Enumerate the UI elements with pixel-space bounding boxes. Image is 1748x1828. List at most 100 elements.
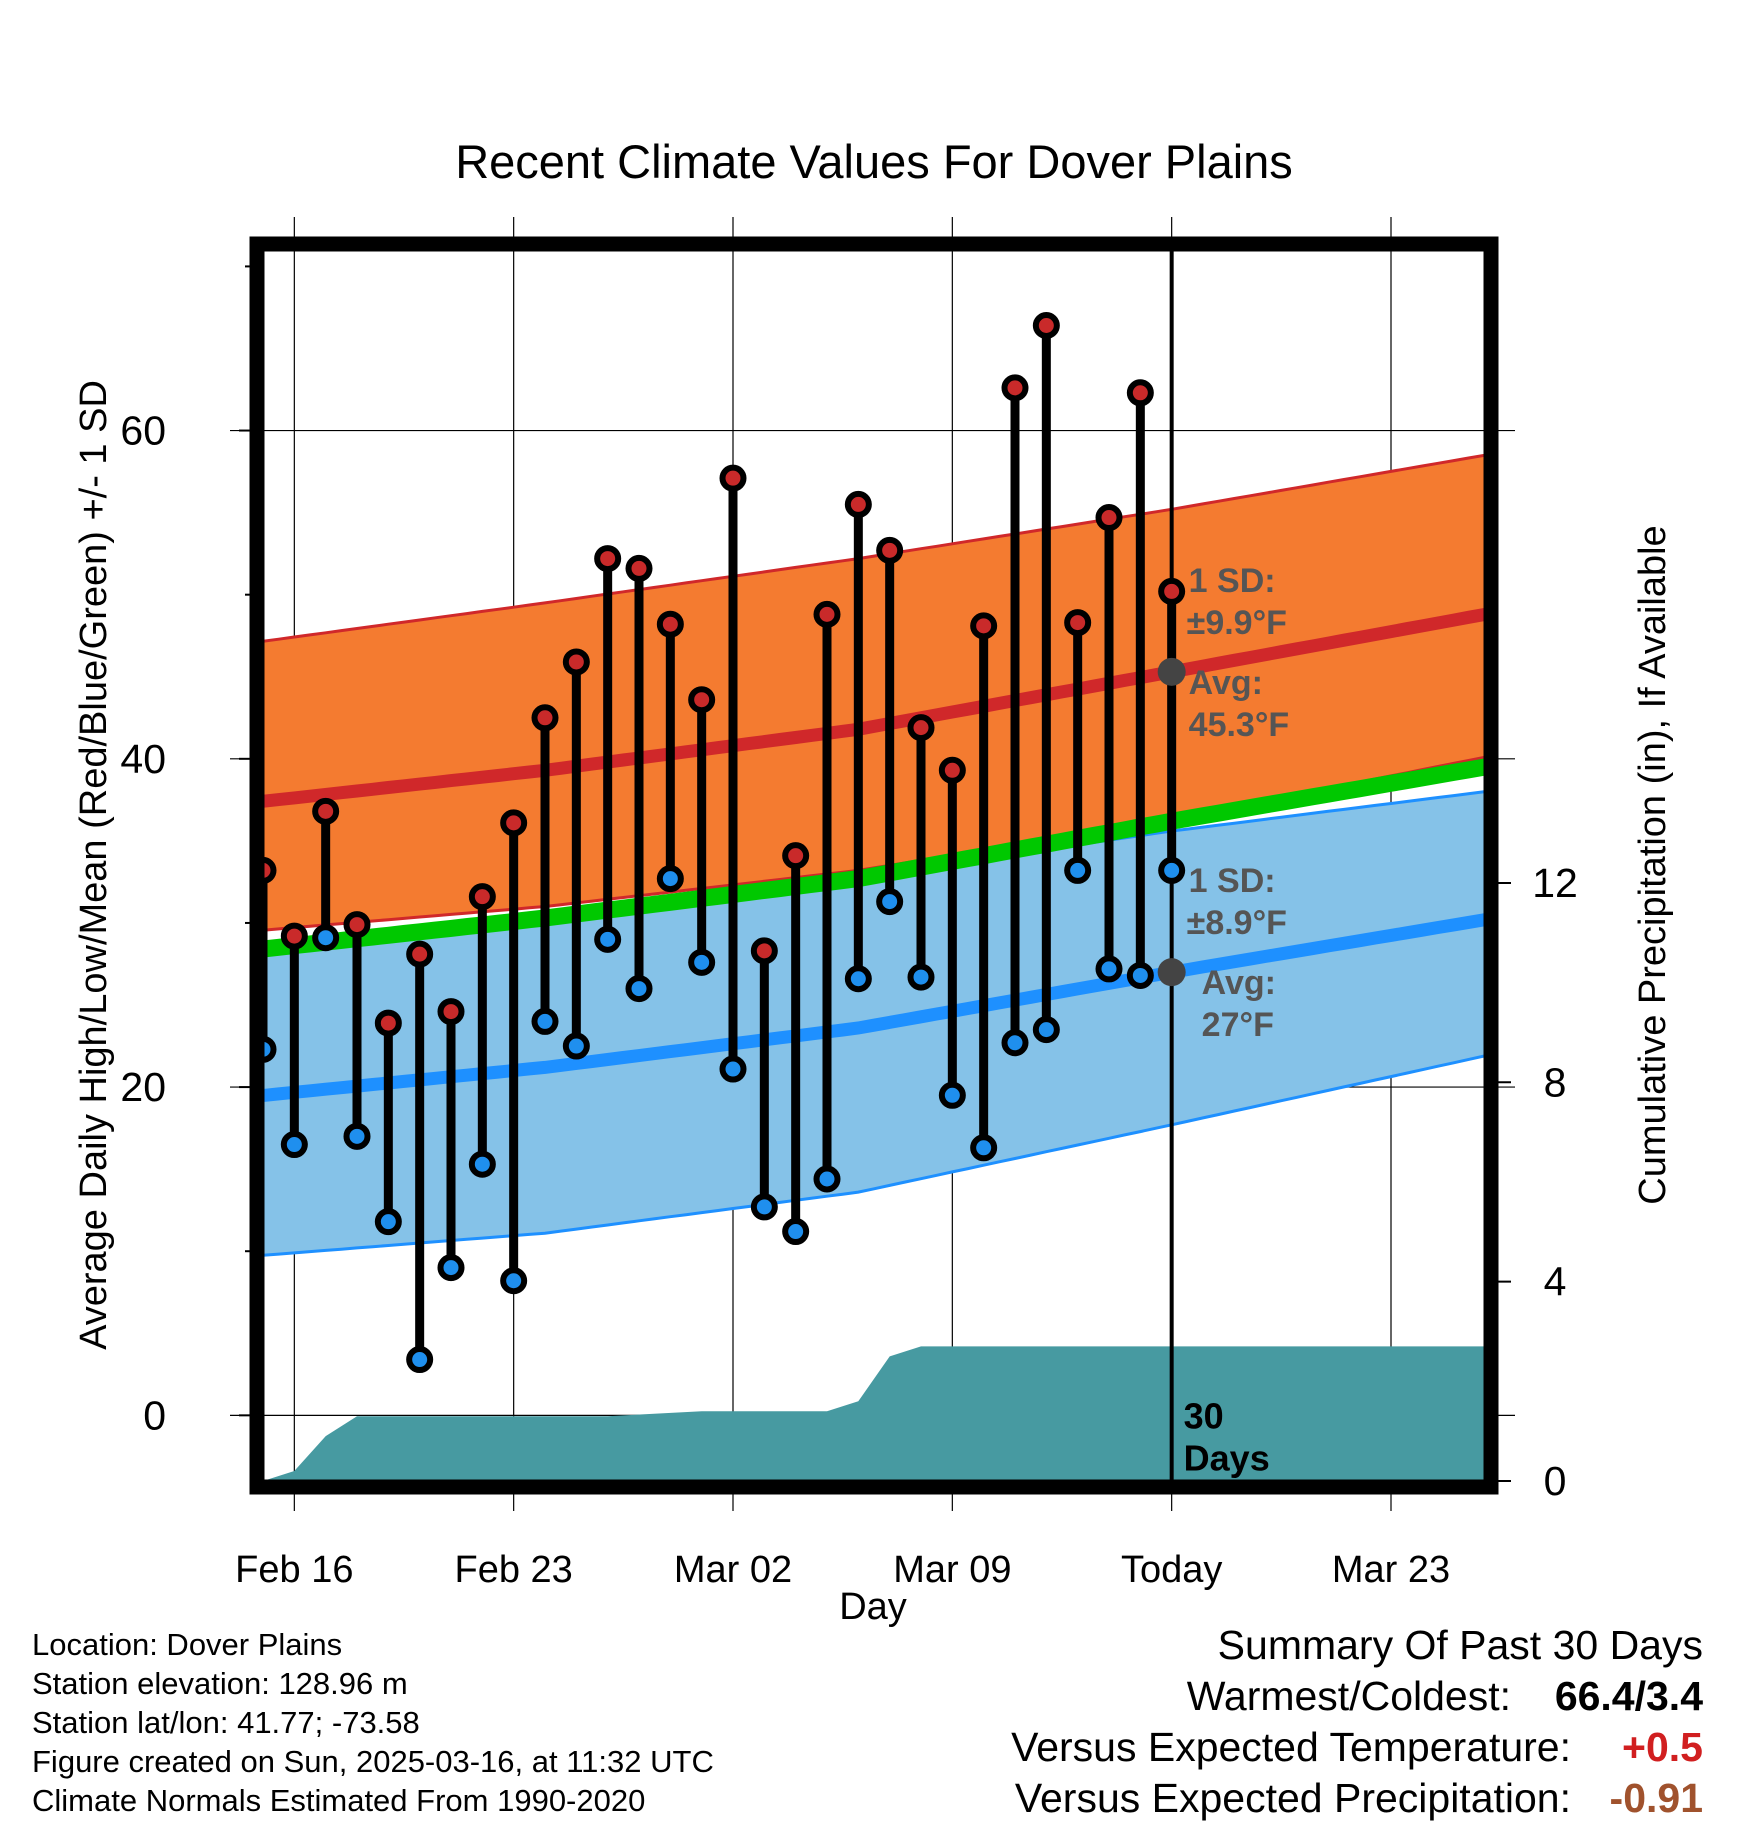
normal-annotations: 1 SD: ±9.9°F Avg: 45.3°F 1 SD: ±8.9°F Avg: 27°F <box>1157 562 1290 1044</box>
low-sd-value: ±8.9°F <box>1187 904 1287 942</box>
daily-low-point <box>750 1193 778 1221</box>
y-axis-label-right: Cumulative Precipitation (in), If Availa… <box>1632 525 1674 1204</box>
precip-vs-expected-row: Versus Expected Precipitation: -0.91 <box>1011 1773 1703 1824</box>
daily-high-point <box>1095 504 1123 532</box>
figure-created: Figure created on Sun, 2025-03-16, at 11… <box>32 1744 714 1779</box>
daily-low-point <box>280 1131 308 1159</box>
high-avg-value: 45.3°F <box>1189 706 1290 744</box>
daily-range-9 <box>500 809 528 1295</box>
low-avg-value: 27°F <box>1202 1006 1274 1044</box>
station-latlon: Station lat/lon: 41.77; -73.58 <box>32 1705 420 1740</box>
high-sd-value: ±9.9°F <box>1187 604 1287 642</box>
low-band-lower-edge <box>263 1054 1485 1257</box>
summary-title: Summary Of Past 30 Days <box>1217 1622 1703 1668</box>
normal-low-line <box>263 913 1485 1103</box>
daily-high-point <box>406 940 434 968</box>
daily-range-7 <box>437 998 465 1282</box>
today-days-label-1: 30 <box>1184 1395 1224 1436</box>
daily-range-23 <box>938 756 966 1109</box>
high-avg-dot <box>1157 657 1186 686</box>
x-tick-label: Feb 23 <box>455 1549 573 1591</box>
y-right-tick-label: 12 <box>1532 860 1578 906</box>
temp-vs-expected-row: Versus Expected Temperature: +0.5 <box>1011 1722 1703 1773</box>
x-tick-label: Mar 23 <box>1332 1549 1450 1591</box>
station-location: Location: Dover Plains <box>32 1627 343 1662</box>
daily-range-26 <box>1032 312 1060 1044</box>
daily-range-30 <box>1158 577 1186 884</box>
daily-range-16 <box>719 464 747 1083</box>
x-tick-label: Today <box>1121 1549 1222 1591</box>
daily-high-point <box>312 797 340 825</box>
daily-low-point <box>312 924 340 952</box>
y-axis-label-left: Average Daily High/Low/Mean (Red/Blue/Gr… <box>73 380 115 1350</box>
daily-range-3 <box>312 797 340 952</box>
daily-high-point <box>374 1009 402 1037</box>
x-tick-label: Mar 09 <box>893 1549 1011 1591</box>
y-right-tick-label: 8 <box>1544 1059 1567 1105</box>
daily-high-point <box>500 809 528 837</box>
precip-area <box>263 1346 1485 1481</box>
daily-high-point <box>1126 379 1154 407</box>
daily-high-point <box>782 842 810 870</box>
daily-low-point <box>907 963 935 991</box>
high-avg-label: Avg: <box>1189 664 1263 702</box>
daily-high-point <box>1064 609 1092 637</box>
daily-range-28 <box>1095 504 1123 983</box>
daily-low-point <box>468 1150 496 1178</box>
daily-range-5 <box>374 1009 402 1236</box>
low-sd-label: 1 SD: <box>1189 862 1276 900</box>
daily-high-point <box>656 610 684 638</box>
low-avg-dot <box>1157 958 1186 987</box>
daily-high-point <box>280 922 308 950</box>
y-left-tick-label: 0 <box>143 1392 166 1438</box>
daily-low-point <box>1001 1029 1029 1057</box>
daily-range-10 <box>531 704 559 1035</box>
daily-high-point <box>970 612 998 640</box>
daily-low-point <box>406 1346 434 1374</box>
precipitation-area <box>263 1346 1485 1481</box>
daily-high-point <box>1001 374 1029 402</box>
daily-high-point <box>562 648 590 676</box>
temp-vs-expected-value: +0.5 <box>1622 1724 1703 1770</box>
daily-high-point <box>468 883 496 911</box>
y-right-tick-label: 4 <box>1544 1259 1567 1305</box>
daily-low-point <box>688 948 716 976</box>
daily-range-17 <box>750 937 778 1221</box>
x-axis-label: Day <box>839 1586 907 1628</box>
y-left-tick-label: 20 <box>120 1064 166 1110</box>
daily-high-point <box>594 545 622 573</box>
daily-high-point <box>876 536 904 564</box>
daily-low-point <box>1095 955 1123 983</box>
daily-low-point <box>562 1032 590 1060</box>
daily-low-point <box>531 1007 559 1035</box>
daily-range-24 <box>970 612 998 1162</box>
daily-low-point <box>970 1134 998 1162</box>
daily-low-point <box>343 1122 371 1150</box>
daily-range-18 <box>782 842 810 1246</box>
today-days-label-2: Days <box>1184 1437 1270 1478</box>
y-left-tick-label: 60 <box>120 408 166 454</box>
daily-high-point <box>688 686 716 714</box>
x-tick-label: Mar 02 <box>674 1549 792 1591</box>
daily-low-point <box>437 1254 465 1282</box>
daily-low-point <box>782 1218 810 1246</box>
daily-high-point <box>1032 312 1060 340</box>
daily-range-27 <box>1064 609 1092 884</box>
daily-low-point <box>719 1055 747 1083</box>
daily-high-point <box>531 704 559 732</box>
daily-range-4 <box>343 911 371 1150</box>
daily-low-point <box>1032 1016 1060 1044</box>
climate-normals-period: Climate Normals Estimated From 1990-2020 <box>32 1783 646 1818</box>
precip-vs-expected-label: Versus Expected Precipitation: <box>1014 1775 1571 1821</box>
temp-vs-expected-label: Versus Expected Temperature: <box>1011 1724 1571 1770</box>
daily-range-bars <box>249 312 1186 1374</box>
daily-range-19 <box>813 600 841 1193</box>
daily-high-point <box>1158 577 1186 605</box>
daily-low-point <box>1064 856 1092 884</box>
daily-range-8 <box>468 883 496 1178</box>
daily-low-point <box>1126 961 1154 989</box>
daily-high-point <box>437 998 465 1026</box>
warmest-coldest-row: Warmest/Coldest: 66.4/3.4 <box>1011 1671 1703 1722</box>
daily-range-13 <box>625 554 653 1003</box>
high-sd-label: 1 SD: <box>1189 562 1276 600</box>
